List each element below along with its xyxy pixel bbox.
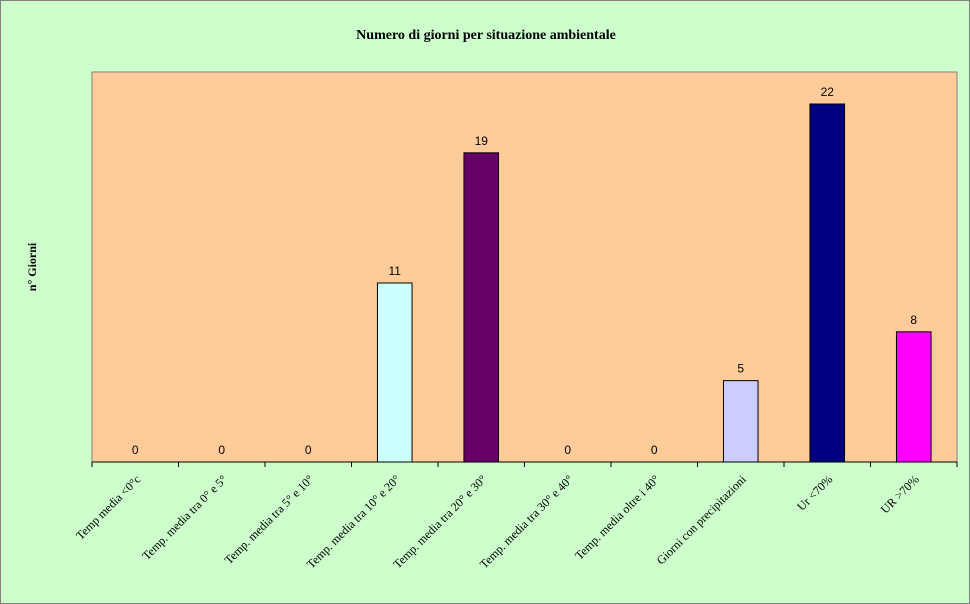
x-tick-label: Temp. media tra 10° e 20° <box>304 472 403 571</box>
data-label: 5 <box>737 362 744 376</box>
data-label: 0 <box>651 443 658 457</box>
x-tick-label: Temp. media tra 0° e 5° <box>139 472 230 563</box>
data-label: 22 <box>821 85 835 99</box>
data-label: 19 <box>475 134 489 148</box>
bar <box>722 380 759 463</box>
x-tick-label: Giorni con precipitazioni <box>654 472 750 568</box>
x-tick-label: Temp. media tra 5° e 10° <box>222 472 317 567</box>
x-tick-label: Temp. media oltre i 40° <box>572 472 662 562</box>
x-tick-label: UR >70% <box>878 472 922 516</box>
data-label: 0 <box>564 443 571 457</box>
bar <box>376 282 413 463</box>
data-label: 0 <box>132 443 139 457</box>
y-axis-label: n° Giorni <box>25 242 39 291</box>
x-ticks <box>91 462 958 467</box>
bar <box>463 152 500 463</box>
data-label: 0 <box>305 443 312 457</box>
data-labels: 0 0 0 11 19 0 0 5 22 8 <box>132 85 918 457</box>
x-tick-label: Temp media <0°c <box>73 472 143 542</box>
bar <box>809 103 846 463</box>
x-tick-label: Ur <70% <box>794 472 835 513</box>
bar <box>895 331 932 463</box>
x-tick-label: Temp. media tra 30° e 40° <box>477 472 576 571</box>
bars <box>376 103 932 463</box>
chart-title: Numero di giorni per situazione ambienta… <box>356 28 616 43</box>
data-label: 8 <box>910 313 917 327</box>
x-tick-label: Temp. media tra 20° e 30° <box>390 472 489 571</box>
data-label: 0 <box>218 443 225 457</box>
data-label: 11 <box>389 264 402 278</box>
